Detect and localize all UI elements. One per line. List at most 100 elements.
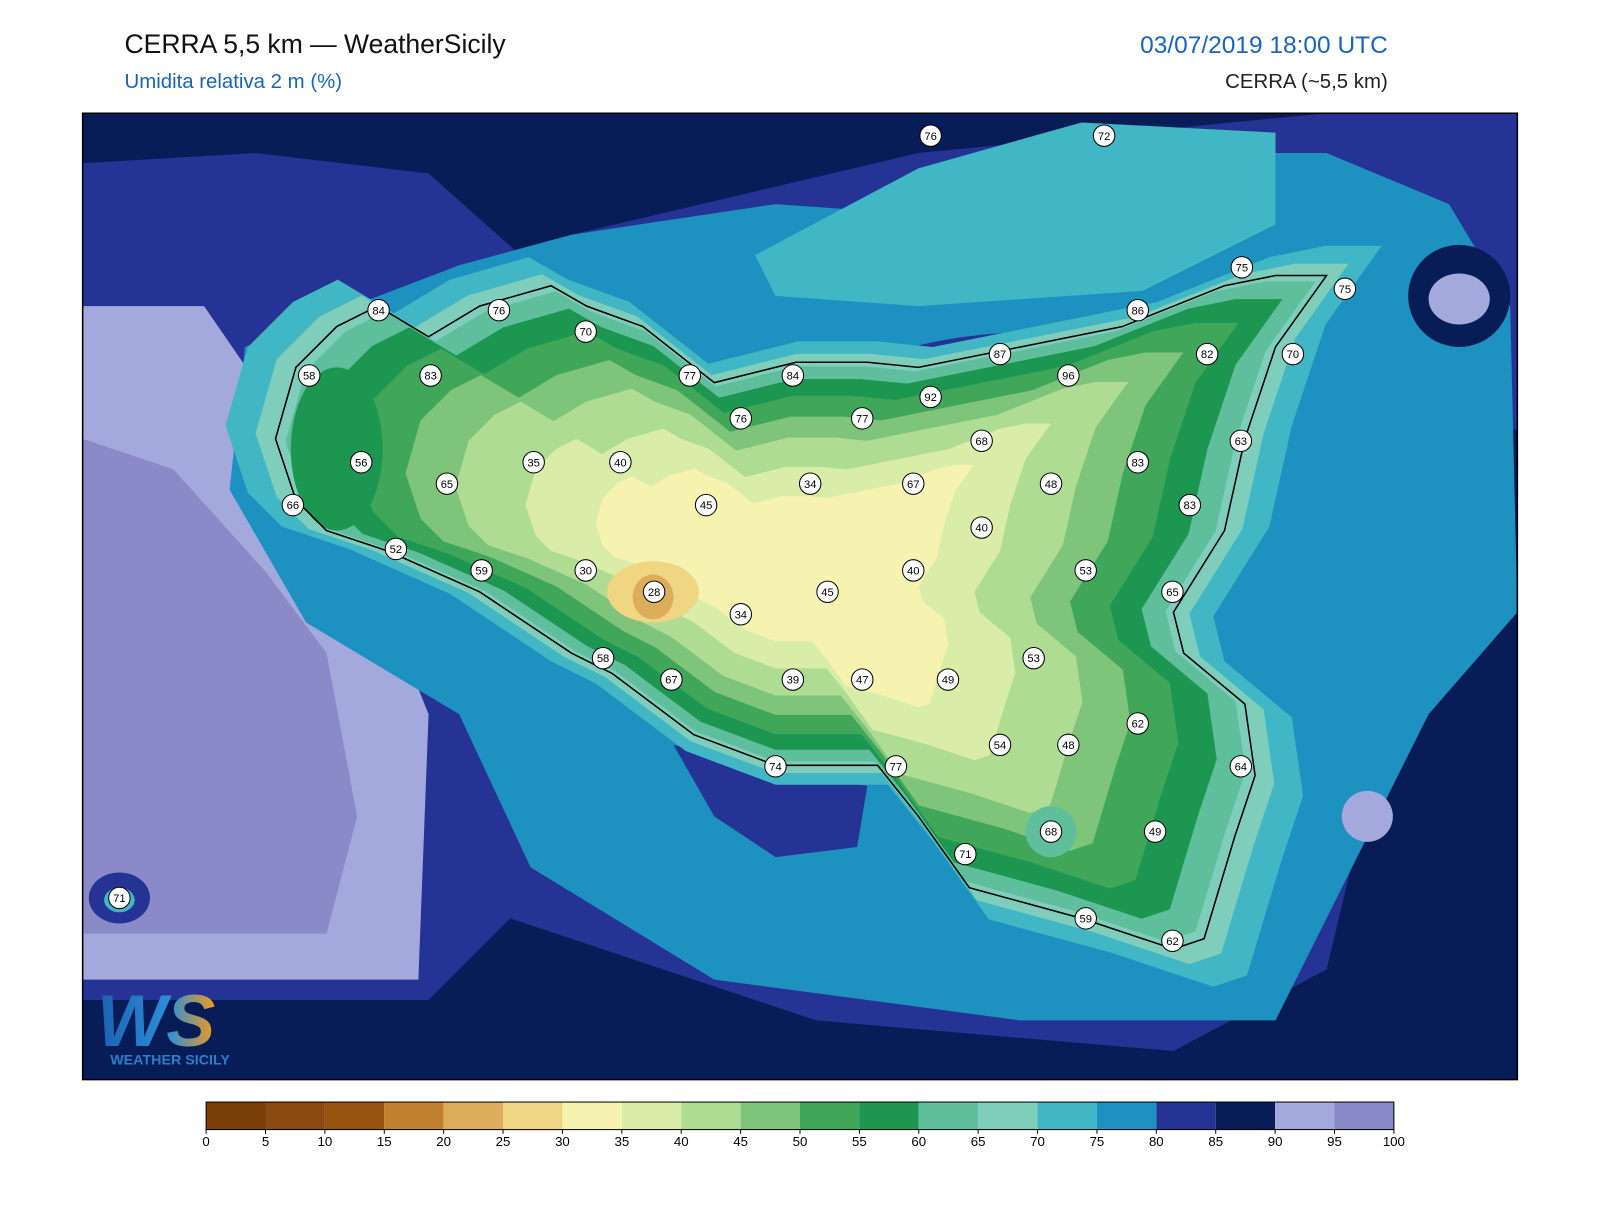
colorbar-tick-label: 50 [793, 1134, 808, 1149]
colorbar-tick-label: 10 [318, 1134, 333, 1149]
station-value: 30 [579, 565, 591, 577]
station-marker [660, 668, 683, 691]
station-value: 40 [907, 565, 919, 577]
station-marker [902, 559, 925, 582]
station-value: 59 [1079, 913, 1091, 925]
colorbar-tick-label: 35 [614, 1134, 629, 1149]
field [1341, 790, 1393, 842]
station-value: 56 [355, 457, 367, 469]
station-value: 39 [787, 675, 799, 687]
colorbar-segment [1334, 1102, 1394, 1130]
station-value: 72 [1098, 131, 1110, 143]
colorbar-tick-label: 80 [1149, 1134, 1164, 1149]
colorbar-segment [562, 1102, 622, 1130]
station-value: 28 [648, 587, 660, 599]
station-value: 45 [821, 587, 833, 599]
station-value: 84 [787, 371, 799, 383]
station-value: 40 [975, 523, 987, 535]
station-marker [108, 886, 131, 910]
colorbar-segment [1156, 1102, 1216, 1130]
station-marker [1057, 733, 1080, 757]
station-value: 35 [527, 457, 539, 469]
station-value: 48 [1062, 740, 1074, 752]
station-marker [1039, 472, 1063, 495]
station-marker [435, 472, 459, 495]
colorbar-tick-label: 70 [1030, 1134, 1045, 1149]
colorbar-tick-label: 0 [202, 1134, 209, 1149]
station-value: 71 [959, 849, 971, 861]
colorbar-segment [1275, 1102, 1335, 1130]
subtitle: Umidita relativa 2 m (%) [124, 71, 342, 93]
station-marker [1229, 429, 1253, 453]
station-value: 75 [1339, 284, 1351, 296]
station-marker [1229, 755, 1253, 778]
station-value: 71 [113, 893, 125, 905]
colorbar-tick-label: 75 [1090, 1134, 1105, 1149]
station-marker [384, 537, 408, 561]
station-marker [694, 493, 718, 517]
colorbar-tick-label: 100 [1383, 1134, 1405, 1149]
stations: 76 72 75 75 84 76 70 86 87 82 70 58 83 77 84 96 92 76 77 68… [108, 124, 1357, 953]
colorbar-tick-label: 90 [1268, 1134, 1283, 1149]
station-marker [1195, 342, 1219, 366]
station-value: 68 [975, 436, 987, 448]
colorbar-segment [978, 1102, 1038, 1130]
station-marker [487, 298, 511, 322]
colorbar-tick-label: 15 [377, 1134, 392, 1149]
colorbar-tick-label: 55 [852, 1134, 867, 1149]
station-value: 70 [1287, 349, 1299, 361]
station-marker [1178, 493, 1202, 517]
station-value: 65 [1166, 587, 1178, 599]
station-marker [1126, 298, 1149, 322]
station-marker [988, 342, 1012, 366]
station-marker [1126, 451, 1149, 474]
datetime: 03/07/2019 18:00 UTC [1140, 32, 1388, 59]
station-value: 77 [890, 761, 902, 773]
map-field [82, 113, 1518, 1080]
station-marker [798, 472, 822, 495]
station-marker [574, 559, 597, 582]
station-marker [522, 451, 545, 474]
field [1428, 273, 1490, 325]
colorbar-tick-label: 30 [555, 1134, 570, 1149]
station-marker [902, 472, 925, 495]
colorbar-segment [740, 1102, 800, 1130]
station-value: 63 [1235, 436, 1247, 448]
station-marker [1022, 646, 1045, 670]
station-marker [851, 668, 874, 691]
station-marker [367, 298, 390, 322]
colorbar-segment [1215, 1102, 1276, 1130]
colorbar-tick-label: 65 [971, 1134, 986, 1149]
station-value: 66 [287, 500, 299, 512]
station-value: 45 [700, 500, 712, 512]
station-marker [1074, 559, 1097, 582]
station-value: 49 [1149, 827, 1161, 839]
station-marker [419, 364, 442, 387]
station-marker [297, 364, 321, 387]
station-marker [1143, 820, 1167, 843]
station-value: 48 [1045, 479, 1057, 491]
station-marker [936, 668, 960, 691]
station-value: 67 [907, 479, 919, 491]
logo-text: WEATHER SICILY [110, 1052, 230, 1068]
station-marker [816, 580, 839, 604]
station-value: 76 [493, 305, 505, 317]
colorbar-segment [443, 1102, 504, 1130]
station-marker [1161, 929, 1184, 953]
station-value: 86 [1132, 305, 1144, 317]
colorbar-segment [265, 1102, 325, 1130]
colorbar-segment [859, 1102, 919, 1130]
colorbar-tick-label: 95 [1327, 1134, 1342, 1149]
colorbar-segment [206, 1102, 266, 1130]
station-value: 75 [1236, 262, 1248, 274]
colorbar-segment [800, 1102, 860, 1130]
station-value: 74 [769, 761, 781, 773]
station-marker [281, 493, 305, 517]
station-value: 67 [665, 675, 677, 687]
field [290, 367, 383, 531]
station-value: 84 [372, 305, 384, 317]
station-value: 83 [1184, 500, 1196, 512]
station-marker [470, 559, 493, 582]
field [673, 744, 868, 858]
